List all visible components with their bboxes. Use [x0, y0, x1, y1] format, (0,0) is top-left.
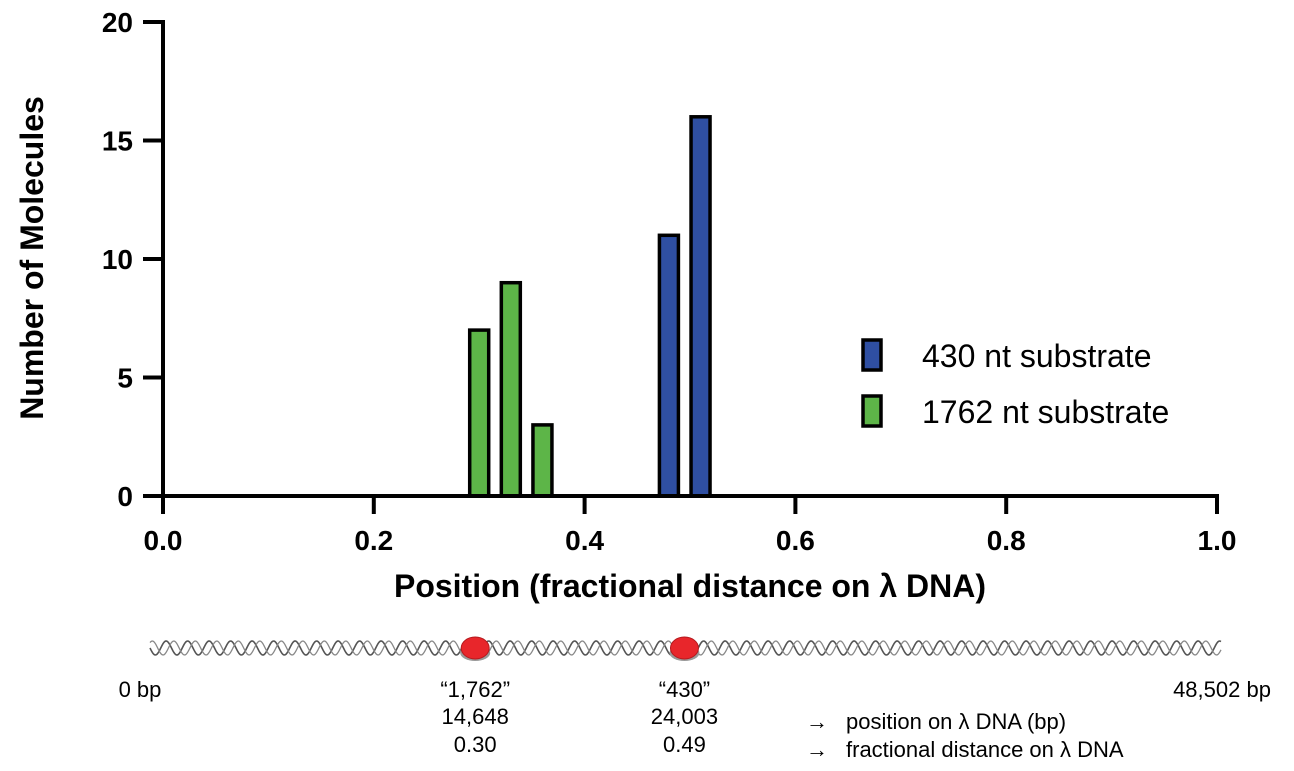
site-marker [460, 636, 490, 660]
dna-end-label: 48,502 bp [1173, 677, 1271, 702]
y-tick-label: 20 [102, 7, 133, 38]
legend-swatch [861, 338, 883, 372]
site-bp-label: 24,003 [651, 704, 718, 729]
bar-1762nt [467, 328, 491, 498]
legend: 430 nt substrate 1762 nt substrate [861, 338, 1169, 430]
y-axis-label: Number of Molecules [14, 96, 50, 420]
bar-1762nt [531, 423, 554, 498]
site-name-label: “1,762” [440, 677, 510, 702]
y-tick-label: 10 [102, 244, 133, 275]
site-bp-label: 14,648 [442, 704, 509, 729]
legend-label: 430 nt substrate [922, 338, 1151, 374]
x-tick-label: 1.0 [1198, 525, 1237, 556]
site-marker [669, 636, 699, 660]
y-tick-label: 0 [117, 481, 133, 512]
x-ticks: 0.0 0.2 0.4 0.6 0.8 1.0 [144, 496, 1237, 556]
x-tick-label: 0.6 [776, 525, 815, 556]
site-fraction-label: 0.49 [663, 732, 706, 757]
key-arrow-icon: → [806, 709, 828, 734]
x-tick-label: 0.8 [987, 525, 1026, 556]
key-arrow-icon: → [806, 737, 828, 762]
dna-map: “1,762”14,648 0.30 “430”24,003 0.49 0 bp 48… [119, 636, 1271, 762]
x-tick-label: 0.4 [565, 525, 604, 556]
y-tick-label: 15 [102, 126, 133, 157]
site-name-label: “430” [659, 677, 710, 702]
dna-key: → position on λ DNA (bp) → fractional dista… [806, 709, 1124, 762]
legend-swatch [861, 394, 883, 428]
site-fraction-label: 0.30 [454, 732, 497, 757]
key-text: fractional distance on λ DNA [846, 737, 1124, 762]
y-ticks: 0 5 10 15 20 [102, 7, 163, 512]
dna-sites: “1,762”14,648 0.30 “430”24,003 0.49 [440, 636, 718, 757]
x-axis-label: Position (fractional distance on λ DNA) [394, 568, 986, 604]
bar-430nt [689, 115, 712, 498]
x-tick-label: 0.0 [144, 525, 183, 556]
plot-area [467, 115, 712, 498]
legend-label: 1762 nt substrate [922, 394, 1169, 430]
key-text: position on λ DNA (bp) [846, 709, 1066, 734]
x-tick-label: 0.2 [354, 525, 393, 556]
bar-430nt [657, 233, 681, 498]
dna-start-label: 0 bp [119, 677, 162, 702]
y-tick-label: 5 [117, 363, 133, 394]
bar-1762nt [499, 280, 523, 498]
